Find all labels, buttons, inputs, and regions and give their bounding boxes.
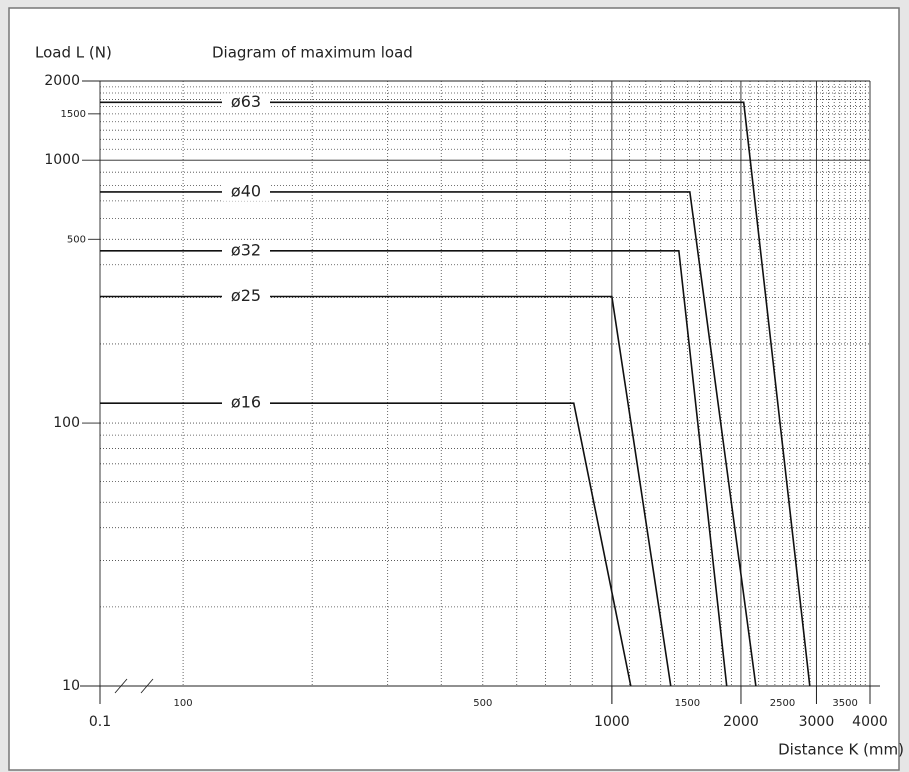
- series-label: ø40: [231, 181, 261, 200]
- x-tick-label: 3000: [799, 714, 835, 730]
- y-tick-label: 10: [62, 678, 80, 694]
- label-bg: [222, 394, 270, 413]
- x-tick-label: 1000: [594, 714, 630, 730]
- x-tick-label: 2500: [770, 698, 795, 709]
- x-tick-label: 2000: [723, 714, 759, 730]
- y-tick-label: 1500: [61, 109, 86, 120]
- y-tick-label: 2000: [44, 73, 80, 89]
- series-label: ø25: [231, 286, 261, 305]
- x-tick-label: 0.1: [89, 714, 111, 730]
- load-curve: [100, 295, 672, 687]
- axis-break: [140, 678, 154, 694]
- label-bg: [222, 93, 270, 112]
- series-label: ø63: [231, 92, 261, 111]
- y-tick-label: 500: [67, 234, 86, 245]
- label-bg: [222, 182, 270, 201]
- x-tick-label: 500: [473, 698, 492, 709]
- series-label: ø16: [231, 393, 261, 412]
- series-label: ø32: [231, 240, 261, 259]
- label-bg: [222, 287, 270, 306]
- panel: [8, 7, 900, 771]
- x-tick-label: 1500: [675, 698, 700, 709]
- label-bg: [222, 241, 270, 260]
- x-tick-label: 3500: [832, 698, 857, 709]
- x-axis-label: Distance K (mm): [778, 741, 904, 759]
- y-tick-label: 100: [53, 415, 80, 431]
- load-curve: [100, 101, 811, 687]
- y-axis-label: Load L (N): [35, 44, 112, 62]
- x-tick-label: 100: [174, 698, 193, 709]
- x-tick-label: 4000: [852, 714, 888, 730]
- load-curve: [100, 250, 728, 687]
- y-tick-label: 1000: [44, 152, 80, 168]
- chart-title: Diagram of maximum load: [212, 44, 413, 62]
- load-curve: [100, 191, 757, 687]
- axis-break: [114, 678, 128, 694]
